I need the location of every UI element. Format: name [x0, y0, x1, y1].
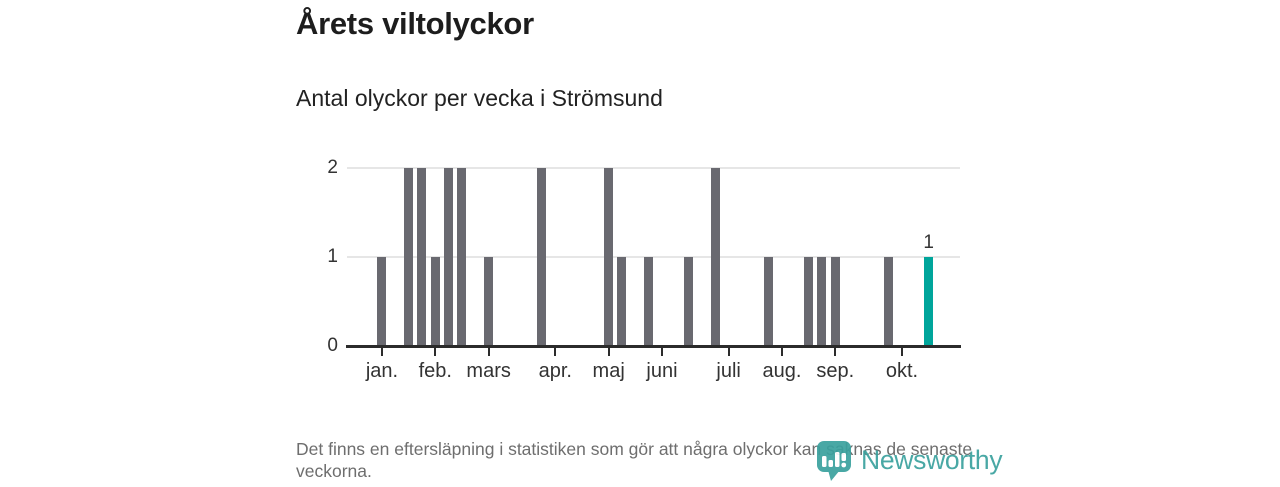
x-tick-label-maj: maj — [592, 360, 625, 382]
x-tick-label-okt: okt. — [885, 360, 919, 382]
x-tick-label-sep: sep. — [816, 360, 855, 382]
chart-title: Årets viltolyckor — [296, 6, 534, 41]
chart-footnote: Det finns en eftersläpning i statistiken… — [296, 439, 973, 481]
x-tick-mars — [487, 348, 490, 356]
x-tick-label-juli: juli — [716, 360, 741, 382]
bar-week-19 — [604, 168, 614, 346]
bar-week-4 — [404, 168, 414, 346]
x-tick-juni — [660, 348, 663, 356]
bar-week-5 — [417, 168, 427, 346]
newsworthy-speech-bubble-barchart-icon — [815, 440, 855, 487]
bar-week-25 — [684, 257, 694, 346]
x-tick-label-juni: juni — [646, 360, 678, 382]
bar-week-20 — [617, 257, 627, 346]
x-tick-label-aug: aug. — [762, 360, 802, 382]
bar-week-22 — [644, 257, 654, 346]
bar-week-36 — [830, 257, 840, 346]
x-tick-maj — [607, 348, 610, 356]
x-tick-aug — [780, 348, 783, 356]
bar-week-40 — [884, 257, 894, 346]
bar-week-6 — [430, 257, 440, 346]
x-tick-label-mars: mars — [466, 360, 511, 382]
y-tick-label-0: 0 — [327, 335, 338, 356]
x-tick-feb — [434, 348, 437, 356]
x-tick-label-jan: jan. — [365, 360, 399, 382]
gridline-y2 — [347, 167, 960, 169]
bar-week-7 — [444, 168, 454, 346]
x-tick-okt — [900, 348, 903, 356]
chart-subtitle: Antal olyckor per vecka i Strömsund — [296, 85, 663, 111]
bar-week-8 — [457, 168, 467, 346]
bar-week-27 — [710, 168, 720, 346]
gridline-y1 — [347, 256, 960, 258]
x-tick-juli — [727, 348, 730, 356]
bar-week-34 — [804, 257, 814, 346]
x-tick-jan — [380, 348, 383, 356]
x-tick-sep — [834, 348, 837, 356]
x-tick-label-apr: apr. — [538, 360, 572, 382]
brand-name: Newsworthy — [861, 445, 1003, 475]
x-tick-label-feb: feb. — [418, 360, 452, 382]
y-tick-label-1: 1 — [327, 246, 338, 267]
bar-week-2 — [377, 257, 387, 346]
x-axis-line — [346, 345, 961, 348]
x-tick-apr — [554, 348, 557, 356]
y-tick-label-2: 2 — [327, 157, 338, 178]
bar-week-43-highlight — [924, 257, 934, 346]
chart-plot: 1 — [347, 167, 960, 346]
highlight-value-label: 1 — [923, 232, 934, 253]
bar-week-10 — [484, 257, 494, 346]
bar-week-31 — [764, 257, 774, 346]
bar-week-14 — [537, 168, 547, 346]
brand-lockup: Newsworthy — [815, 440, 1003, 487]
bar-week-35 — [817, 257, 827, 346]
